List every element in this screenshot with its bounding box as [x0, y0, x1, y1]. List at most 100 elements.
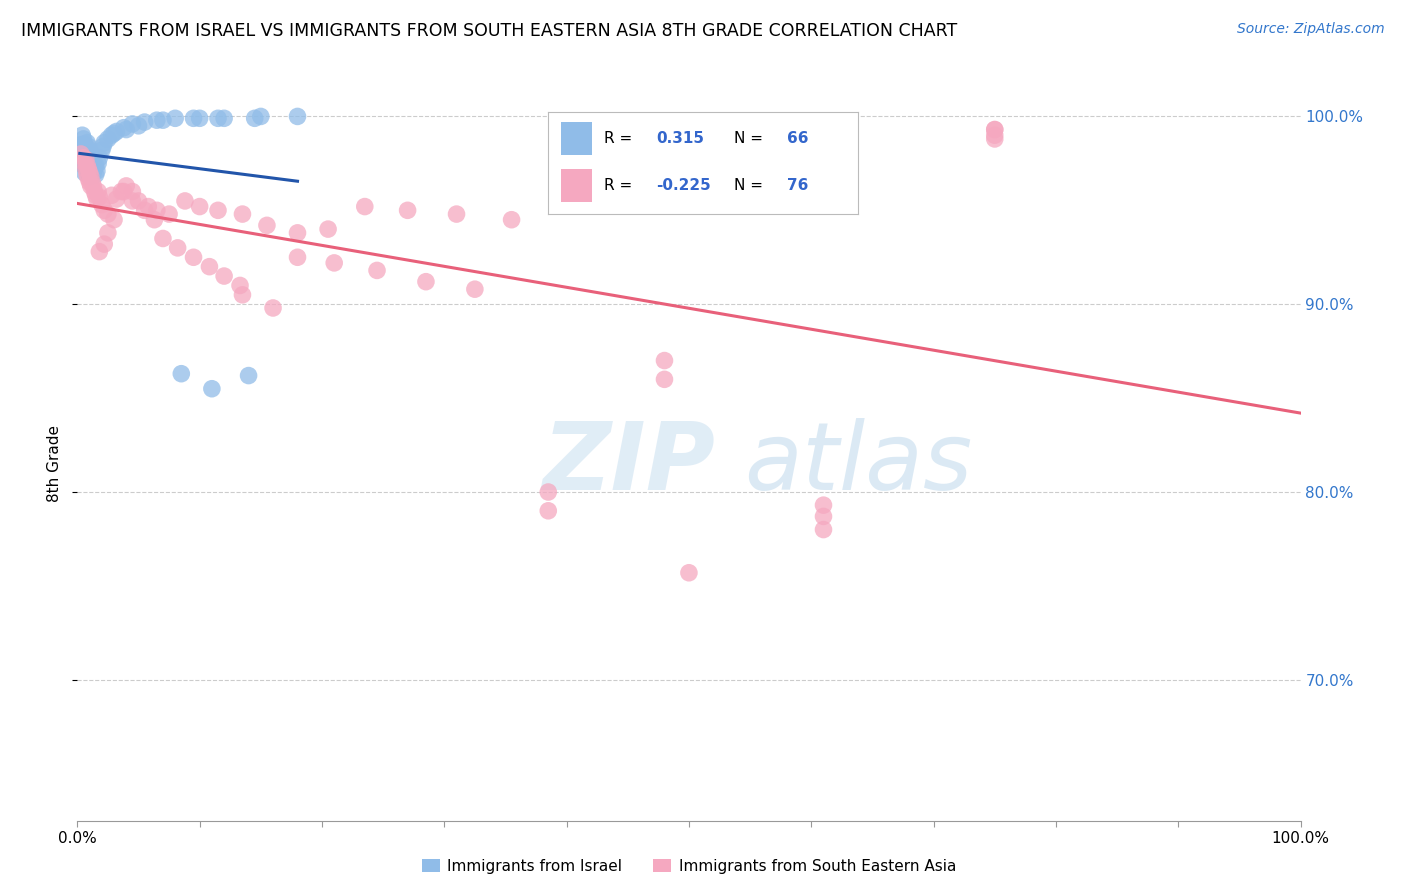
Point [146, 113, 169, 128]
Point [72, 151, 94, 165]
Point [86, 164, 108, 178]
Text: -0.225: -0.225 [657, 178, 711, 194]
Point [984, 128, 1007, 143]
Point [80, 166, 103, 180]
Point [89, 190, 111, 204]
Point [77, 171, 100, 186]
Point [188, 112, 211, 126]
Point [212, 112, 235, 126]
Point [813, 523, 835, 537]
Point [115, 122, 138, 136]
Text: IMMIGRANTS FROM ISRAEL VS IMMIGRANTS FROM SOUTH EASTERN ASIA 8TH GRADE CORRELATI: IMMIGRANTS FROM ISRAEL VS IMMIGRANTS FRO… [21, 22, 957, 40]
Point [80, 161, 103, 176]
Point [207, 112, 229, 126]
Point [112, 120, 135, 135]
Point [79, 169, 101, 184]
Point [79, 161, 101, 176]
Point [73, 156, 96, 170]
Legend: Immigrants from Israel, Immigrants from South Eastern Asia: Immigrants from Israel, Immigrants from … [415, 853, 963, 880]
Point [105, 192, 128, 206]
Point [89, 151, 111, 165]
Point [91, 139, 114, 153]
Point [166, 241, 188, 255]
Point [72, 151, 94, 165]
Point [77, 139, 100, 153]
Point [89, 244, 111, 259]
Point [207, 203, 229, 218]
Point [76, 145, 98, 160]
Point [134, 115, 156, 129]
Point [537, 485, 560, 500]
Point [128, 194, 150, 208]
Point [84, 158, 107, 172]
Point [243, 112, 266, 126]
Point [654, 353, 676, 368]
Point [229, 278, 252, 293]
Point [984, 122, 1007, 136]
Point [93, 136, 115, 150]
Point [80, 147, 103, 161]
Point [157, 207, 180, 221]
Point [654, 372, 676, 386]
Point [97, 132, 120, 146]
Point [72, 158, 94, 172]
Point [79, 153, 101, 167]
Text: 66: 66 [786, 131, 808, 146]
Point [79, 143, 101, 157]
Point [79, 166, 101, 180]
Point [287, 226, 309, 240]
Point [80, 153, 103, 167]
Point [121, 185, 143, 199]
Point [464, 282, 486, 296]
Point [80, 178, 103, 193]
Point [170, 367, 193, 381]
Point [82, 178, 104, 193]
Point [152, 113, 174, 128]
Point [366, 263, 388, 277]
Point [87, 185, 110, 199]
Point [262, 301, 284, 315]
Point [201, 382, 224, 396]
Text: ZIP: ZIP [543, 417, 716, 510]
Point [70, 137, 93, 152]
Point [678, 566, 700, 580]
Point [396, 203, 419, 218]
Text: N =: N = [734, 131, 763, 146]
Point [82, 156, 104, 170]
Point [112, 185, 135, 199]
Point [316, 222, 339, 236]
Point [537, 504, 560, 518]
Point [501, 212, 523, 227]
Point [165, 112, 187, 126]
Text: N =: N = [734, 178, 763, 194]
Point [75, 151, 97, 165]
Point [97, 226, 120, 240]
Point [183, 250, 205, 264]
Point [143, 212, 166, 227]
Point [75, 160, 97, 174]
Point [76, 158, 98, 172]
Point [80, 156, 103, 170]
Point [238, 368, 260, 383]
Point [93, 237, 115, 252]
Point [984, 132, 1007, 146]
Point [82, 166, 104, 180]
Point [70, 143, 93, 157]
Point [231, 288, 253, 302]
Bar [561, 122, 592, 154]
Point [77, 161, 100, 176]
Point [86, 192, 108, 206]
Point [90, 143, 112, 157]
Point [73, 166, 96, 180]
Point [72, 132, 94, 146]
Point [73, 147, 96, 161]
Point [73, 137, 96, 152]
Point [80, 175, 103, 189]
Point [121, 194, 143, 208]
Text: R =: R = [605, 178, 633, 194]
Point [73, 156, 96, 170]
Point [183, 112, 205, 126]
Point [83, 185, 105, 199]
Point [212, 268, 235, 283]
Text: R =: R = [605, 131, 633, 146]
